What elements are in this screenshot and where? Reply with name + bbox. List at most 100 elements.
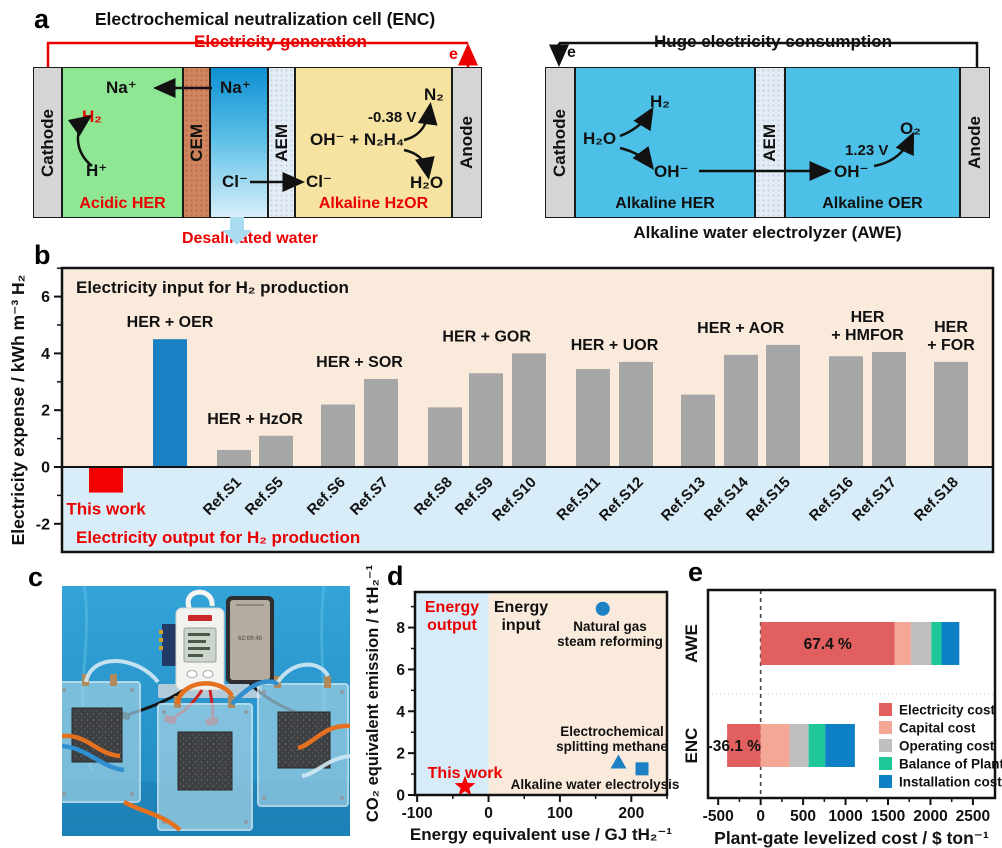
awe-voltage-label: 1.23 V bbox=[845, 142, 889, 159]
y-tick-label: 6 bbox=[41, 289, 50, 306]
awe-oer-compartment bbox=[785, 67, 960, 218]
group-label: HER + SOR bbox=[316, 354, 403, 371]
point-circle bbox=[595, 601, 610, 616]
annotation-ENC: -36.1 % bbox=[708, 738, 762, 755]
enc-aem-membrane bbox=[268, 67, 295, 218]
group-label: HER bbox=[934, 319, 968, 336]
red-wire bbox=[46, 41, 468, 67]
bar-Ref.S12 bbox=[619, 361, 653, 467]
oh-minus-right-awe: OH⁻ bbox=[834, 162, 869, 181]
segment-AWE-Balance of Plant bbox=[931, 622, 942, 665]
bar-Ref.S14 bbox=[724, 354, 758, 467]
y-tick-label: 4 bbox=[396, 704, 405, 721]
annotation-AWE: 67.4 % bbox=[804, 636, 852, 653]
x-tick-label: 0 bbox=[756, 808, 765, 825]
na-plus-left: Na⁺ bbox=[106, 78, 137, 97]
x-tick-label: 2500 bbox=[956, 808, 990, 825]
desalinated-water-arrow bbox=[222, 217, 252, 245]
point-label: splitting methane bbox=[556, 739, 668, 754]
panel-d-letter: d bbox=[387, 561, 404, 591]
awe-anode-electrode bbox=[960, 67, 990, 218]
segment-AWE-Capital cost bbox=[894, 622, 911, 665]
bar-Ref.S17 bbox=[872, 351, 906, 467]
panel-e-letter: e bbox=[688, 557, 704, 587]
enc-anode-electrode bbox=[452, 67, 482, 218]
segment-AWE-Installation cost bbox=[941, 622, 960, 665]
cl-minus-left: Cl⁻ bbox=[222, 172, 248, 191]
legend-label: Capital cost bbox=[899, 721, 976, 736]
bar-Ref.S7 bbox=[364, 378, 398, 467]
bar-Ref.S5 bbox=[259, 435, 293, 467]
group-label: + HMFOR bbox=[831, 327, 904, 344]
segment-AWE-Operating cost bbox=[910, 622, 932, 665]
awe-caption: Alkaline water electrolyzer (AWE) bbox=[633, 223, 902, 242]
legend-label: Operating cost bbox=[899, 739, 995, 754]
awe-h2-arrow bbox=[619, 106, 654, 138]
point-label: This work bbox=[428, 765, 503, 782]
cell-middle bbox=[157, 696, 253, 831]
point-label: Natural gas bbox=[573, 619, 647, 634]
group-label: HER bbox=[851, 309, 885, 326]
bar-Ref.S11 bbox=[576, 369, 610, 467]
her-arrow bbox=[67, 115, 93, 167]
panel-a-arrows bbox=[46, 41, 979, 245]
legend-swatch-Operating cost bbox=[879, 739, 892, 752]
group-label: HER + HzOR bbox=[207, 411, 303, 428]
x-tick-label: 1000 bbox=[828, 808, 862, 825]
enc-voltage-label: -0.38 V bbox=[368, 109, 417, 126]
point-star bbox=[454, 775, 476, 796]
point-square bbox=[635, 762, 649, 776]
group-label: + FOR bbox=[927, 337, 975, 354]
segment-AWE-Electricity cost bbox=[760, 622, 895, 665]
enc-cem-membrane bbox=[183, 67, 210, 218]
y-tick-label: 2 bbox=[396, 746, 405, 763]
o2-arrow bbox=[873, 131, 915, 168]
y-tick-label: 6 bbox=[396, 662, 405, 679]
levelized-cost-chart: AWE ENC 67.4 % -36.1 % -500 0 500 1000 1500 2000 2… bbox=[682, 588, 1002, 848]
alkaline-hzor-label: Alkaline HzOR bbox=[318, 195, 429, 212]
y-tick-label: 2 bbox=[41, 403, 50, 420]
desalinated-water-label: Desalinated water bbox=[181, 230, 319, 247]
energy-output-region bbox=[415, 592, 489, 795]
h2o-arrow bbox=[403, 148, 435, 180]
segment-ENC-Balance of Plant bbox=[808, 724, 826, 767]
legend-swatch-Installation cost bbox=[879, 775, 892, 788]
energy-output-label: output bbox=[427, 617, 477, 634]
n2-arrow bbox=[403, 102, 438, 142]
segment-ENC-Operating cost bbox=[789, 724, 809, 767]
alkaline-her-label: Alkaline HER bbox=[615, 195, 715, 212]
bar-Ref.S10 bbox=[512, 353, 546, 467]
legend-label: Electricity cost bbox=[899, 703, 996, 718]
y-tick-label: 8 bbox=[396, 620, 405, 637]
energy-input-region bbox=[488, 592, 667, 795]
category-label-ENC: ENC bbox=[682, 728, 701, 764]
acidic-her-label: Acidic HER bbox=[79, 195, 166, 212]
energy-input-label: input bbox=[501, 617, 541, 634]
h2-label-awe: H₂ bbox=[650, 92, 670, 111]
output-region-label: Electricity output for H₂ production bbox=[76, 528, 360, 547]
bar-Ref.S16 bbox=[829, 356, 863, 467]
x-tick-label: -500 bbox=[703, 808, 734, 825]
n2-label: N₂ bbox=[424, 85, 444, 104]
svg-text:62:09:40: 62:09:40 bbox=[238, 636, 263, 642]
black-wire bbox=[559, 41, 979, 67]
segment-ENC-Electricity cost bbox=[727, 724, 761, 767]
x-tick-label: 0 bbox=[484, 805, 493, 822]
output-region bbox=[62, 467, 993, 552]
panel-c-letter: c bbox=[28, 562, 44, 592]
bar-label-thiswork: This work bbox=[66, 500, 146, 519]
d-x-axis-title: Energy equivalent use / GJ tH₂⁻¹ bbox=[410, 825, 672, 844]
bar-HER+OER bbox=[153, 339, 187, 467]
enc-alkaline-compartment bbox=[295, 67, 452, 218]
h2o-label-awe: H₂O bbox=[583, 129, 617, 148]
panel-a-letter: a bbox=[34, 4, 50, 34]
bar-Ref.S18 bbox=[934, 361, 968, 467]
bar-Ref.S15 bbox=[766, 344, 800, 467]
b-y-axis-title: Electricity expense / kWh m⁻³ H₂ bbox=[8, 275, 28, 546]
point-label: Electrochemical bbox=[560, 724, 664, 739]
y-tick-label: 0 bbox=[396, 788, 405, 805]
x-tick-label: 1500 bbox=[871, 808, 905, 825]
plot-frame bbox=[413, 590, 669, 797]
